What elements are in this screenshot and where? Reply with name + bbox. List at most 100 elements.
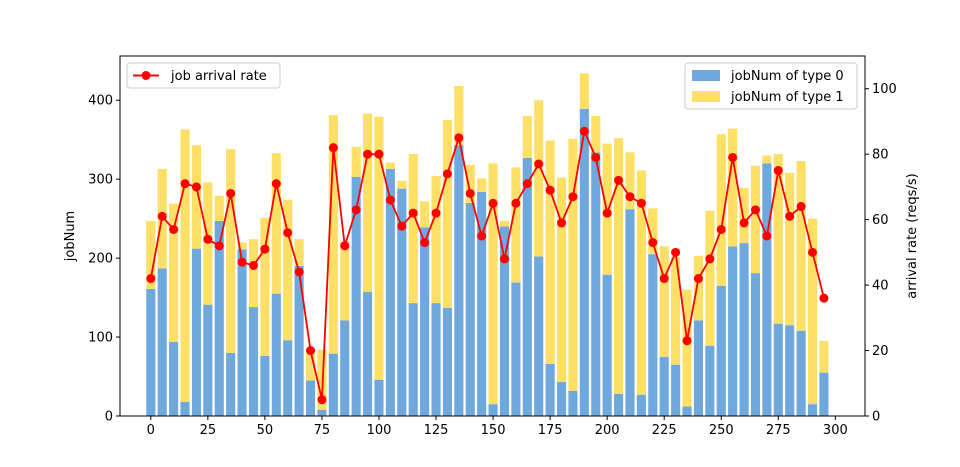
bar-type1: [807, 218, 818, 405]
bar-type0: [203, 304, 213, 416]
bar-type0: [305, 380, 316, 416]
bar-type0: [237, 249, 247, 416]
bar-type0: [340, 320, 350, 416]
bar-type1: [796, 161, 806, 331]
bar-type0: [614, 393, 624, 416]
bar-type1: [773, 153, 783, 324]
legend-type1-swatch: [692, 91, 720, 102]
bar-type1: [294, 239, 304, 266]
bar-type1: [169, 203, 179, 342]
bar-type1: [534, 100, 544, 257]
y-tick-label: 300: [88, 173, 113, 188]
y-tick-label: 400: [88, 94, 113, 109]
bar-type0: [693, 320, 703, 416]
bar-type1: [716, 134, 726, 286]
bar-type0: [420, 227, 430, 416]
y2-tick-label: 0: [872, 410, 880, 425]
rate-point: [214, 241, 224, 251]
bar-type1: [659, 246, 669, 357]
bar-type1: [682, 289, 692, 407]
bar-type1: [556, 177, 567, 383]
rate-point: [340, 241, 350, 251]
rate-point: [625, 192, 635, 202]
bar-type1: [739, 187, 749, 244]
bar-type1: [671, 257, 681, 365]
rate-point: [511, 198, 521, 208]
bar-type1: [465, 164, 475, 203]
bar-type1: [454, 86, 464, 146]
y2-tick-label: 40: [872, 279, 889, 294]
rate-point: [796, 202, 806, 212]
y2-axis-ticks: 0 20 40 60 80 100: [865, 82, 897, 425]
bar-type1: [477, 178, 487, 192]
rate-point: [237, 257, 247, 267]
bar-type0: [351, 176, 361, 416]
bar-type0: [283, 340, 293, 416]
bar-type0: [773, 323, 783, 416]
bar-type1: [191, 145, 202, 249]
bar-type0: [716, 285, 726, 416]
bar-type0: [363, 292, 373, 416]
rate-point: [477, 231, 487, 241]
x-tick-label: 150: [481, 423, 506, 438]
bar-type1: [420, 201, 430, 228]
rate-point: [808, 247, 818, 257]
rate-point: [408, 208, 418, 218]
bar-type1: [625, 152, 635, 210]
bar-type1: [488, 163, 498, 405]
bar-type0: [374, 379, 384, 416]
bar-type0: [671, 364, 681, 416]
y-tick-label: 0: [105, 410, 113, 425]
bar-type0: [454, 145, 464, 417]
bar-type1: [397, 180, 407, 189]
rate-point: [499, 254, 509, 264]
rate-point: [602, 208, 612, 218]
rate-point: [169, 224, 179, 234]
rate-point: [762, 231, 772, 241]
bar-type1: [728, 128, 738, 247]
rate-point: [180, 179, 190, 189]
bar-type0: [602, 274, 612, 416]
bar-type0: [431, 303, 441, 416]
x-tick-label: 275: [766, 423, 791, 438]
bar-type1: [271, 153, 281, 294]
bar-type0: [762, 163, 772, 416]
y2-axis-label: arrival rate (reqs/s): [905, 173, 920, 298]
y-tick-label: 100: [88, 331, 113, 346]
bar-type1: [636, 170, 646, 395]
y2-tick-label: 80: [872, 148, 889, 163]
bar-type0: [739, 243, 749, 416]
rate-point: [317, 395, 327, 405]
rate-point: [306, 346, 316, 356]
bar-type0: [625, 209, 635, 416]
rate-point: [248, 260, 258, 270]
bar-type1: [214, 195, 224, 221]
bar-type0: [271, 293, 281, 416]
rate-point: [351, 205, 361, 215]
rate-point: [146, 274, 156, 284]
bar-type0: [214, 221, 224, 416]
rate-point: [397, 221, 407, 231]
rate-point: [260, 244, 270, 254]
x-tick-label: 225: [652, 423, 677, 438]
rate-point: [659, 274, 669, 284]
bar-type1: [283, 199, 293, 341]
legend-rate-label: job arrival rate: [170, 69, 267, 84]
bar-type0: [488, 404, 498, 416]
rate-point: [534, 159, 544, 169]
rate-point: [773, 166, 783, 176]
bar-type1: [762, 155, 772, 164]
x-tick-label: 75: [314, 423, 331, 438]
bar-type0: [511, 282, 521, 416]
bar-type0: [545, 363, 555, 416]
y2-tick-label: 60: [872, 213, 889, 228]
bar-type1: [579, 73, 589, 109]
bar-type0: [750, 273, 761, 416]
rate-point: [328, 143, 338, 153]
bar-type1: [442, 119, 452, 308]
bar-type0: [819, 372, 829, 416]
bar-type1: [248, 239, 259, 308]
rate-point: [636, 198, 646, 208]
rate-point: [226, 188, 236, 198]
